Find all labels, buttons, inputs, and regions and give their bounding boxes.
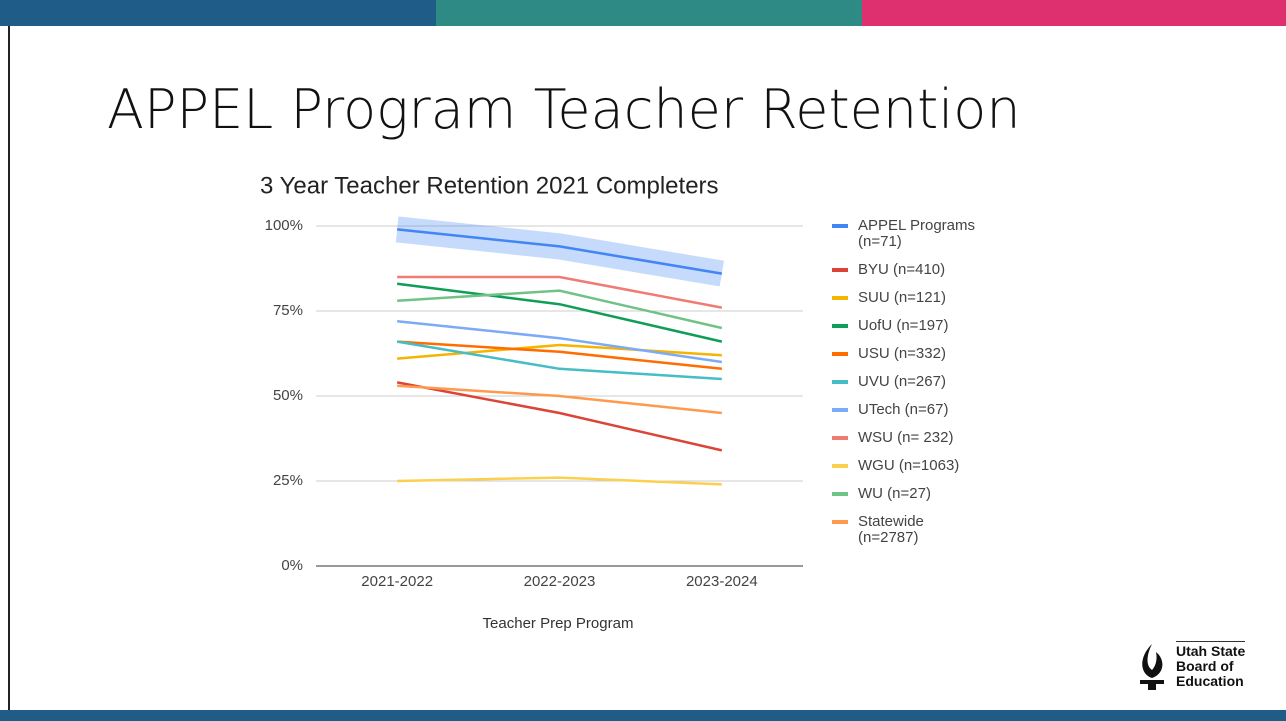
- series-line: [396, 340, 722, 381]
- legend-label: Statewide (n=2787): [858, 513, 924, 546]
- legend-item: USU (n=332): [832, 346, 1002, 362]
- legend: APPEL Programs (n=71) BYU (n=410) SUU (n=1…: [832, 218, 1002, 558]
- series-line: [396, 381, 723, 452]
- legend-label: UofU (n=197): [858, 317, 949, 334]
- highlight-band: [395, 216, 724, 287]
- legend-label: USU (n=332): [858, 345, 946, 362]
- legend-item: UTech (n=67): [832, 402, 1002, 418]
- series-line: [397, 340, 722, 371]
- legend-item: Statewide (n=2787): [832, 514, 1002, 546]
- series-line: [397, 319, 723, 364]
- legend-label: APPEL Programs (n=71): [858, 217, 975, 250]
- series-line: [397, 289, 723, 330]
- logo-icon: [1140, 644, 1164, 690]
- legend-label: WU (n=27): [858, 485, 931, 502]
- legend-label: WGU (n=1063): [858, 457, 960, 474]
- chart-title: 3 Year Teacher Retention 2021 Completers: [260, 172, 719, 199]
- bottom-bar: [0, 710, 1286, 721]
- logo-text: Education: [1176, 673, 1244, 689]
- logo-text: Utah State: [1176, 643, 1246, 659]
- legend-swatch: [832, 520, 848, 524]
- series-line: [397, 384, 722, 415]
- legend-item: SUU (n=121): [832, 290, 1002, 306]
- legend-swatch: [832, 324, 848, 328]
- legend-label: UVU (n=267): [858, 373, 946, 390]
- legend-label: WSU (n= 232): [858, 429, 954, 446]
- legend-item: UVU (n=267): [832, 374, 1002, 390]
- y-tick-label: 0%: [281, 557, 303, 574]
- x-tick-label: 2023-2024: [686, 573, 758, 590]
- legend-swatch: [832, 408, 848, 412]
- slide-border: [8, 26, 10, 710]
- y-tick-label: 50%: [273, 387, 303, 404]
- legend-item: WGU (n=1063): [832, 458, 1002, 474]
- legend-item: APPEL Programs (n=71): [832, 218, 1002, 250]
- legend-item: UofU (n=197): [832, 318, 1002, 334]
- top-bar: [0, 0, 436, 26]
- legend-item: BYU (n=410): [832, 262, 1002, 278]
- legend-swatch: [832, 380, 848, 384]
- legend-swatch: [832, 492, 848, 496]
- y-tick-label: 25%: [273, 472, 303, 489]
- legend-item: WU (n=27): [832, 486, 1002, 502]
- legend-swatch: [832, 224, 848, 228]
- series-line: [397, 228, 723, 275]
- legend-label: SUU (n=121): [858, 289, 946, 306]
- top-bar: [862, 0, 1286, 26]
- series-line: [397, 476, 722, 486]
- series-line: [397, 282, 723, 343]
- legend-swatch: [832, 268, 848, 272]
- logo-text: Board of: [1176, 658, 1234, 674]
- x-axis-label: Teacher Prep Program: [483, 615, 634, 632]
- legend-swatch: [832, 296, 848, 300]
- legend-label: UTech (n=67): [858, 401, 949, 418]
- slide-title: APPEL Program Teacher Retention: [107, 78, 1021, 141]
- x-tick-label: 2022-2023: [524, 573, 596, 590]
- legend-swatch: [832, 464, 848, 468]
- logo: Utah State Board of Education: [1176, 641, 1246, 689]
- top-bar: [436, 0, 862, 26]
- legend-swatch: [832, 436, 848, 440]
- series-line: [397, 275, 723, 309]
- legend-swatch: [832, 352, 848, 356]
- legend-label: BYU (n=410): [858, 261, 946, 278]
- series-line: [397, 343, 722, 360]
- legend-item: WSU (n= 232): [832, 430, 1002, 446]
- y-tick-label: 75%: [273, 302, 303, 319]
- x-tick-label: 2021-2022: [361, 573, 433, 590]
- y-tick-label: 100%: [265, 217, 303, 234]
